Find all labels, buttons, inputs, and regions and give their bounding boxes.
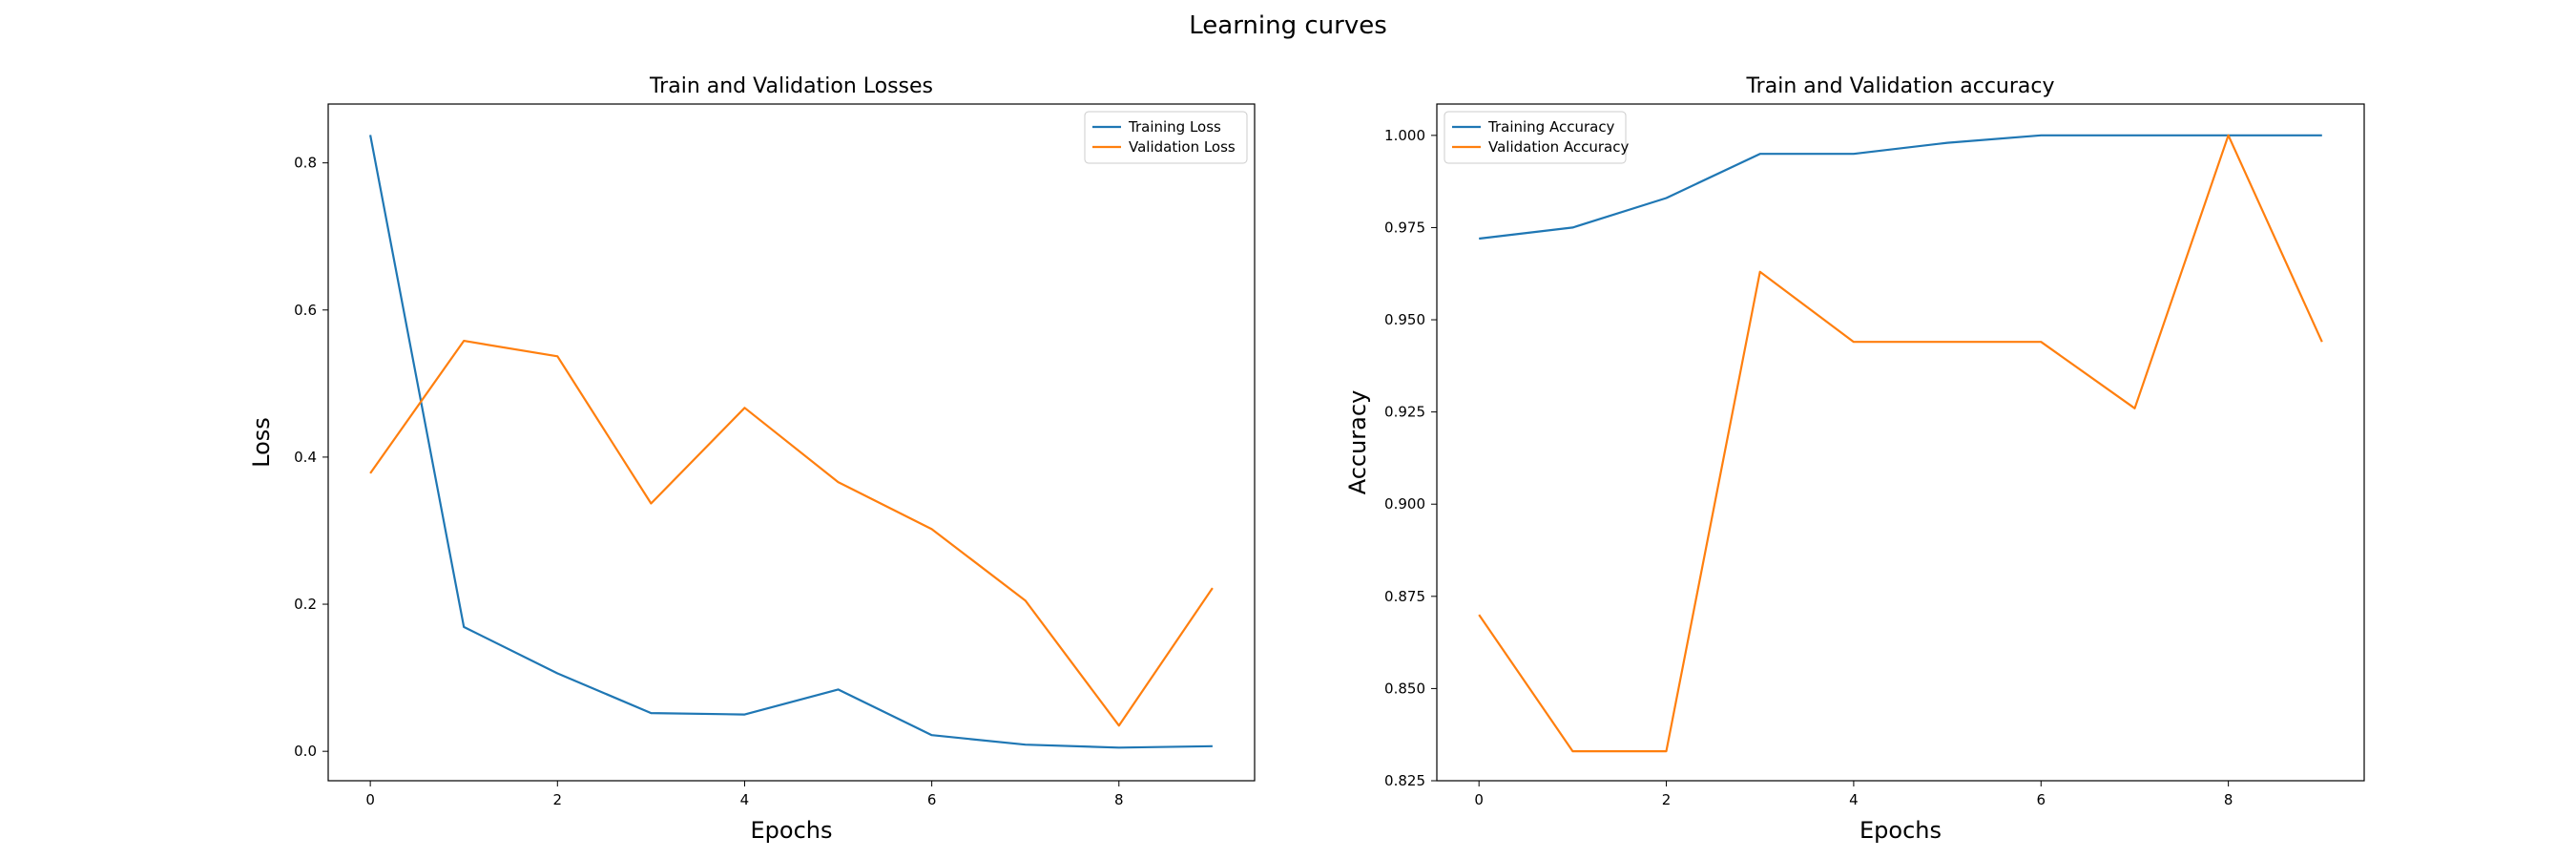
legend: Training Accuracy Validation Accuracy	[1444, 111, 1629, 164]
x-tick-label: 0	[365, 791, 375, 808]
chart-panel-2: Train and Validation accuracy 0 2 4 6 8 0.825 0…	[1344, 74, 2365, 844]
y-tick-label: 0.0	[294, 743, 317, 760]
x-tick-label: 0	[1474, 791, 1484, 808]
y-tick-label: 0.925	[1384, 404, 1425, 421]
y-axis-label: Loss	[248, 417, 275, 468]
y-tick-label: 0.950	[1384, 311, 1425, 328]
x-tick-label: 2	[1662, 791, 1672, 808]
series-line-validation-accuracy	[1478, 134, 2323, 753]
x-tick-label: 4	[1849, 791, 1859, 808]
y-axis-label: Accuracy	[1344, 390, 1371, 495]
chart-panel-1: Train and Validation Losses 0 2 4 6 8 0.0 0.2 0.…	[248, 74, 1256, 844]
y-tick-label: 0.825	[1384, 772, 1425, 789]
y-tick-label: 0.4	[294, 449, 317, 466]
series-line-training-accuracy	[1479, 134, 2322, 241]
chart-title: Train and Validation Losses	[649, 74, 933, 98]
y-tick-label: 0.975	[1384, 219, 1425, 236]
legend-label: Validation Accuracy	[1488, 138, 1629, 156]
plot-frame	[1436, 103, 2365, 782]
legend-box	[1444, 111, 1627, 164]
x-tick-label: 8	[1114, 791, 1124, 808]
legend-label: Training Accuracy	[1487, 118, 1615, 136]
x-tick-label: 4	[740, 791, 750, 808]
series-line-training-loss	[369, 135, 1213, 749]
x-axis-label: Epochs	[1859, 817, 1942, 844]
y-tick-label: 0.2	[294, 596, 317, 613]
legend-label: Training Loss	[1128, 118, 1221, 136]
y-tick-label: 0.6	[294, 302, 317, 319]
y-tick-label: 0.8	[294, 155, 317, 172]
y-tick-label: 0.900	[1384, 495, 1425, 513]
plot-frame	[327, 103, 1256, 782]
x-tick-label: 8	[2224, 791, 2233, 808]
legend: Training Loss Validation Loss	[1084, 111, 1248, 164]
x-tick-label: 2	[553, 791, 563, 808]
legend-box	[1084, 111, 1248, 164]
figure-title: Learning curves	[1189, 11, 1387, 40]
series-line-validation-loss	[369, 340, 1214, 727]
y-tick-label: 0.875	[1384, 588, 1425, 605]
legend-label: Validation Loss	[1129, 138, 1236, 156]
y-tick-label: 1.000	[1384, 127, 1425, 144]
chart-title: Train and Validation accuracy	[1745, 74, 2054, 98]
x-axis-label: Epochs	[751, 817, 833, 844]
x-tick-label: 6	[2036, 791, 2046, 808]
y-tick-label: 0.850	[1384, 680, 1425, 697]
x-tick-label: 6	[927, 791, 937, 808]
